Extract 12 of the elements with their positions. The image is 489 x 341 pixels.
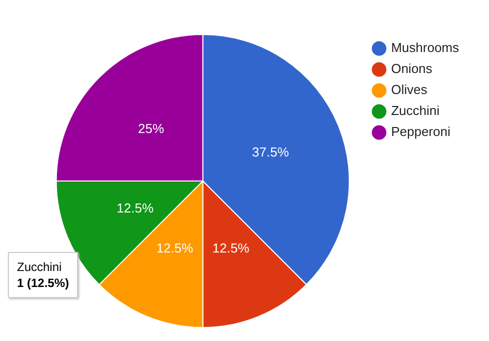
legend-label: Onions xyxy=(391,61,433,76)
legend-label: Pepperoni xyxy=(391,124,450,140)
data-label: 12.5% xyxy=(116,200,154,216)
text: Zucchini xyxy=(17,259,63,275)
data-label: 25% xyxy=(138,120,164,136)
legend-label: Mushrooms xyxy=(391,40,460,56)
data-label: 37.5% xyxy=(252,144,290,160)
data-label: 12.5% xyxy=(156,240,194,256)
text: 1 (12.5%) xyxy=(17,275,70,291)
data-label: 12.5% xyxy=(212,240,250,256)
legend-label: Zucchini xyxy=(391,103,440,118)
legend-label: Olives xyxy=(391,82,428,98)
